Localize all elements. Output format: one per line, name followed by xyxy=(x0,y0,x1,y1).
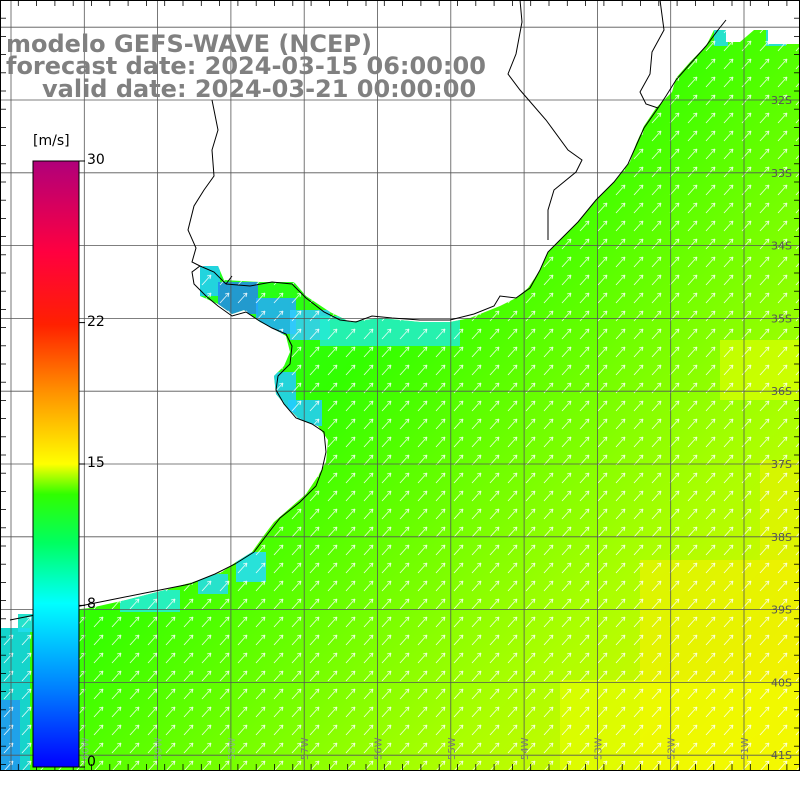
low-wind-cell xyxy=(766,30,786,46)
colorbar-gradient xyxy=(32,160,80,768)
lat-label: 33S xyxy=(771,167,792,180)
lon-label: 59W xyxy=(154,737,165,760)
latitude-labels: 32S 33S 34S 35S 36S 37S 38S 39S 40S 41S xyxy=(771,94,792,762)
colorbar-tick-label: 8 xyxy=(87,596,96,613)
lon-label: 56W xyxy=(374,737,385,760)
lat-label: 32S xyxy=(771,94,792,107)
lat-label: 36S xyxy=(771,385,792,398)
colorbar-unit: [m/s] xyxy=(33,133,70,149)
lat-label: 34S xyxy=(771,240,792,253)
lat-lon-grid xyxy=(0,0,800,770)
colorbar xyxy=(32,160,85,768)
longitude-labels: 57W 56W 55W 54W 53W 52W 51W 60W 59W 58W xyxy=(80,737,751,760)
lon-label: 58W xyxy=(227,737,238,760)
lon-label: 60W xyxy=(80,737,91,760)
lon-label: 52W xyxy=(667,737,678,760)
colorbar-tick-label: 30 xyxy=(87,152,105,168)
lon-label: 51W xyxy=(740,737,751,760)
lat-label: 41S xyxy=(771,749,792,762)
uruguay-border xyxy=(187,0,665,285)
colorbar-tick-label: 0 xyxy=(87,754,96,770)
lat-label: 39S xyxy=(771,604,792,617)
coastline xyxy=(9,265,327,621)
valid-date: valid date: 2024-03-21 00:00:00 xyxy=(42,75,477,103)
lon-label: 55W xyxy=(447,737,458,760)
lat-label: 35S xyxy=(771,312,792,325)
lon-label: 57W xyxy=(300,737,311,760)
lon-label: 53W xyxy=(593,737,604,760)
forecast-date: forecast date: 2024-03-15 06:00:00 xyxy=(6,52,486,80)
lat-label: 38S xyxy=(771,531,792,544)
lat-label: 37S xyxy=(771,458,792,471)
lat-label: 40S xyxy=(771,676,792,689)
model-title: modelo GEFS-WAVE (NCEP) xyxy=(6,30,372,58)
river-plate-coastline xyxy=(225,19,727,323)
colorbar-tick-label: 15 xyxy=(87,455,105,471)
colorbar-tick-label: 22 xyxy=(87,313,105,330)
lon-label: 54W xyxy=(520,737,531,760)
colorbar-ticks xyxy=(79,160,85,768)
